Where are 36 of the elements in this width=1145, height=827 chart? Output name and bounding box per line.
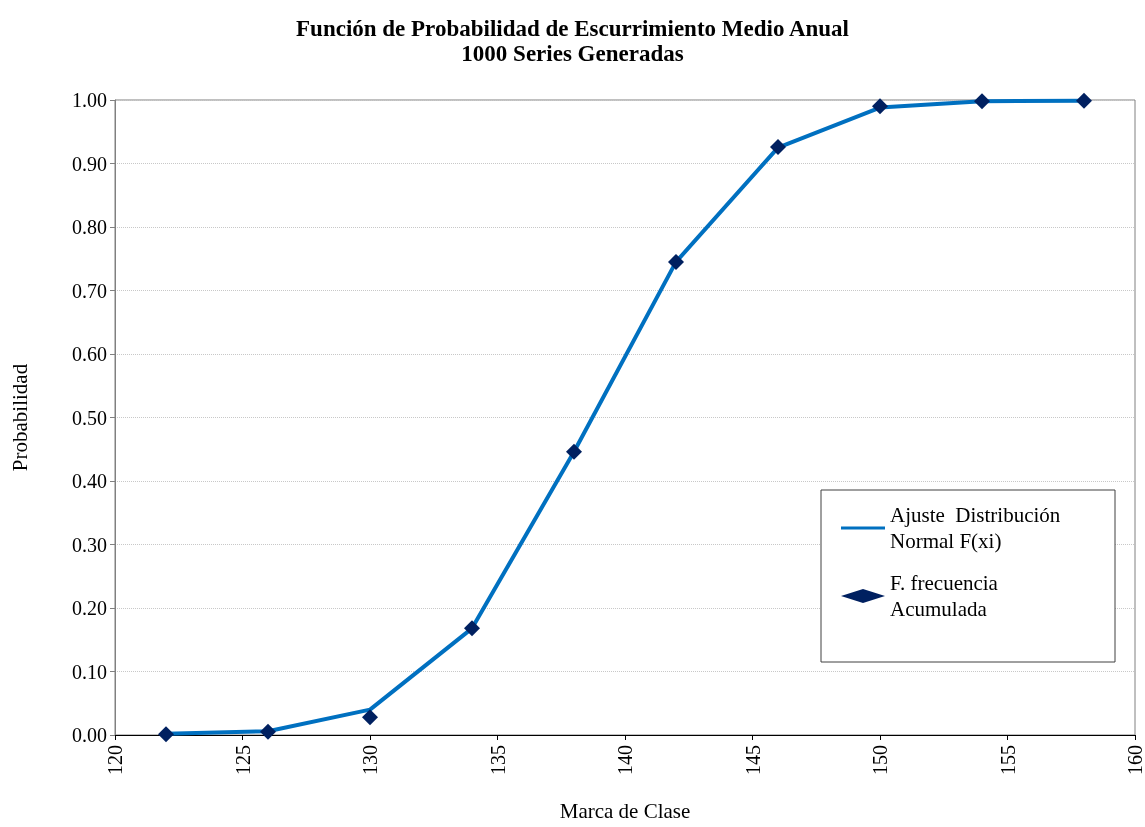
point (770, 138, 786, 155)
y-tick-label: 0.00 (72, 724, 107, 746)
y-tick-label: 0.80 (72, 216, 107, 238)
point (668, 253, 684, 270)
point (566, 443, 582, 460)
point (872, 98, 888, 115)
x-tick-label: 135 (486, 745, 509, 775)
point (260, 723, 276, 740)
chart-title: Función de Probabilidad de Escurrimiento Medio Anual (296, 16, 849, 41)
y-tick-label: 0.30 (72, 533, 107, 556)
x-tick-label: 140 (614, 745, 636, 775)
x-tick-label: 145 (741, 745, 764, 775)
y-tick-label: 0.70 (72, 279, 107, 302)
point (362, 709, 378, 726)
point (464, 620, 480, 637)
x-axis-title: Marca de Clase (559, 798, 691, 823)
y-tick-label: 1.00 (72, 89, 107, 111)
x-tick-label: 155 (996, 745, 1019, 775)
point (158, 726, 174, 743)
y-tick-label: 0.20 (72, 597, 107, 619)
x-tick-label: 160 (1124, 745, 1145, 775)
y-tick-label: 0.40 (72, 470, 107, 492)
legend-label: Ajuste Distribución Normal F(xi) (890, 503, 1066, 553)
y-tick-label: 0.10 (72, 660, 107, 683)
y-tick-label: 0.60 (72, 343, 107, 365)
point (974, 93, 990, 110)
x-tick-label: 120 (104, 745, 126, 775)
point (1076, 92, 1092, 109)
chart-subtitle: 1000 Series Generadas (461, 41, 684, 66)
legend-label: F. frecuencia Acumulada (890, 571, 1004, 621)
x-tick-label: 125 (231, 745, 254, 775)
y-tick-label: 0.90 (72, 152, 107, 175)
x-tick-label: 130 (359, 745, 381, 775)
y-axis-title: Probabilidad (7, 363, 32, 472)
x-tick-label: 150 (869, 745, 891, 775)
y-tick-label: 0.50 (72, 406, 107, 429)
